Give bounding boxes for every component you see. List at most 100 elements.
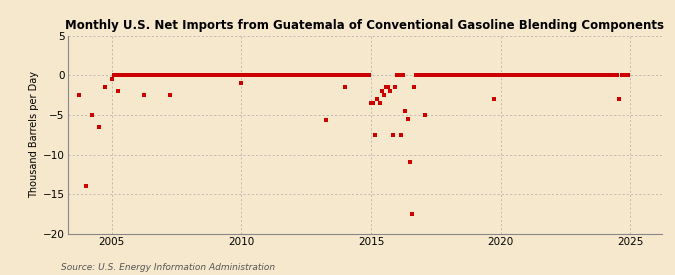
Point xyxy=(560,73,571,78)
Point xyxy=(251,73,262,78)
Point xyxy=(508,73,519,78)
Point xyxy=(140,73,151,78)
Point xyxy=(528,73,539,78)
Point xyxy=(238,73,249,78)
Point xyxy=(190,73,201,78)
Point xyxy=(320,117,331,122)
Point xyxy=(234,73,244,78)
Point xyxy=(554,73,564,78)
Point xyxy=(163,73,173,78)
Point xyxy=(184,73,195,78)
Point xyxy=(597,73,608,78)
Point xyxy=(374,101,385,105)
Point xyxy=(359,73,370,78)
Point xyxy=(182,73,193,78)
Point xyxy=(588,73,599,78)
Point xyxy=(593,73,603,78)
Point xyxy=(545,73,556,78)
Point xyxy=(610,73,621,78)
Point xyxy=(314,73,325,78)
Point xyxy=(275,73,286,78)
Point xyxy=(493,73,504,78)
Point xyxy=(298,73,309,78)
Point xyxy=(327,73,338,78)
Point xyxy=(381,85,392,89)
Point xyxy=(292,73,303,78)
Point xyxy=(273,73,284,78)
Point xyxy=(74,93,84,97)
Point xyxy=(138,93,149,97)
Point xyxy=(463,73,474,78)
Point xyxy=(333,73,344,78)
Point xyxy=(461,73,472,78)
Point xyxy=(309,73,320,78)
Point xyxy=(348,73,359,78)
Point xyxy=(571,73,582,78)
Point xyxy=(93,125,104,129)
Point xyxy=(150,73,161,78)
Point xyxy=(422,73,433,78)
Point xyxy=(394,73,404,78)
Point xyxy=(623,73,634,78)
Point xyxy=(132,73,143,78)
Point xyxy=(279,73,290,78)
Point xyxy=(417,73,428,78)
Point xyxy=(158,73,169,78)
Point xyxy=(595,73,605,78)
Point xyxy=(331,73,342,78)
Point xyxy=(87,113,98,117)
Point xyxy=(534,73,545,78)
Point xyxy=(483,73,493,78)
Point xyxy=(111,73,122,78)
Point xyxy=(476,73,487,78)
Point xyxy=(366,101,377,105)
Point xyxy=(312,73,323,78)
Point xyxy=(134,73,145,78)
Point xyxy=(115,73,126,78)
Title: Monthly U.S. Net Imports from Guatemala of Conventional Gasoline Blending Compon: Monthly U.S. Net Imports from Guatemala … xyxy=(65,19,664,32)
Point xyxy=(269,73,279,78)
Point xyxy=(543,73,554,78)
Point xyxy=(558,73,569,78)
Point xyxy=(591,73,601,78)
Point xyxy=(354,73,365,78)
Point xyxy=(512,73,523,78)
Point xyxy=(383,85,394,89)
Point xyxy=(515,73,526,78)
Point xyxy=(217,73,227,78)
Point xyxy=(212,73,223,78)
Point xyxy=(582,73,593,78)
Point xyxy=(249,73,260,78)
Point xyxy=(489,97,500,101)
Point xyxy=(165,93,176,97)
Point xyxy=(601,73,612,78)
Point xyxy=(188,73,199,78)
Point xyxy=(152,73,163,78)
Point xyxy=(301,73,312,78)
Point xyxy=(469,73,480,78)
Point xyxy=(225,73,236,78)
Point xyxy=(288,73,298,78)
Point xyxy=(404,160,415,165)
Point xyxy=(420,113,431,117)
Point xyxy=(357,73,368,78)
Y-axis label: Thousand Barrels per Day: Thousand Barrels per Day xyxy=(28,71,38,198)
Point xyxy=(335,73,346,78)
Point xyxy=(294,73,305,78)
Point xyxy=(605,73,616,78)
Point xyxy=(173,73,184,78)
Point xyxy=(346,73,357,78)
Point xyxy=(474,73,485,78)
Point xyxy=(100,85,111,89)
Point xyxy=(500,73,510,78)
Point xyxy=(257,73,268,78)
Point xyxy=(377,89,387,94)
Point xyxy=(562,73,573,78)
Point xyxy=(379,93,389,97)
Point xyxy=(253,73,264,78)
Point xyxy=(478,73,489,78)
Point xyxy=(480,73,491,78)
Point xyxy=(446,73,456,78)
Point xyxy=(452,73,463,78)
Point xyxy=(210,73,221,78)
